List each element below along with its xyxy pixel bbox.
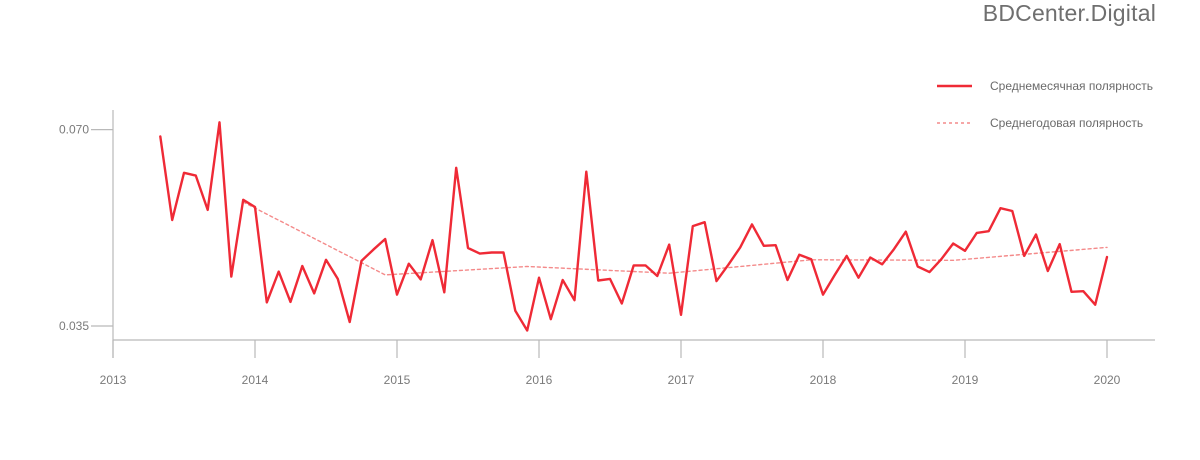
y-tick-label: 0.070 [59,123,89,137]
chart-series [159,121,1109,332]
x-tick-label: 2017 [668,373,695,387]
x-tick-label: 2013 [100,373,127,387]
monthly-polarity-line [159,121,1109,332]
yearly-polarity-line [242,201,1108,276]
y-tick-label: 0.035 [59,319,89,333]
x-tick-label: 2016 [526,373,553,387]
x-tick-label: 2020 [1094,373,1121,387]
x-tick-label: 2018 [810,373,837,387]
x-tick-label: 2015 [384,373,411,387]
x-tick-label: 2014 [242,373,269,387]
chart-axes: 2013 2014 2015 2016 2017 2018 2019 2020 0.035 0.0… [59,110,1155,387]
brand-logo-text: BDCenter.Digital [982,0,1156,26]
x-tick-label: 2019 [952,373,979,387]
legend-label: Среднегодовая полярность [990,116,1143,130]
chart-legend: Среднемесячная полярность Среднегодовая п… [937,79,1153,130]
legend-label: Среднемесячная полярность [990,79,1153,93]
